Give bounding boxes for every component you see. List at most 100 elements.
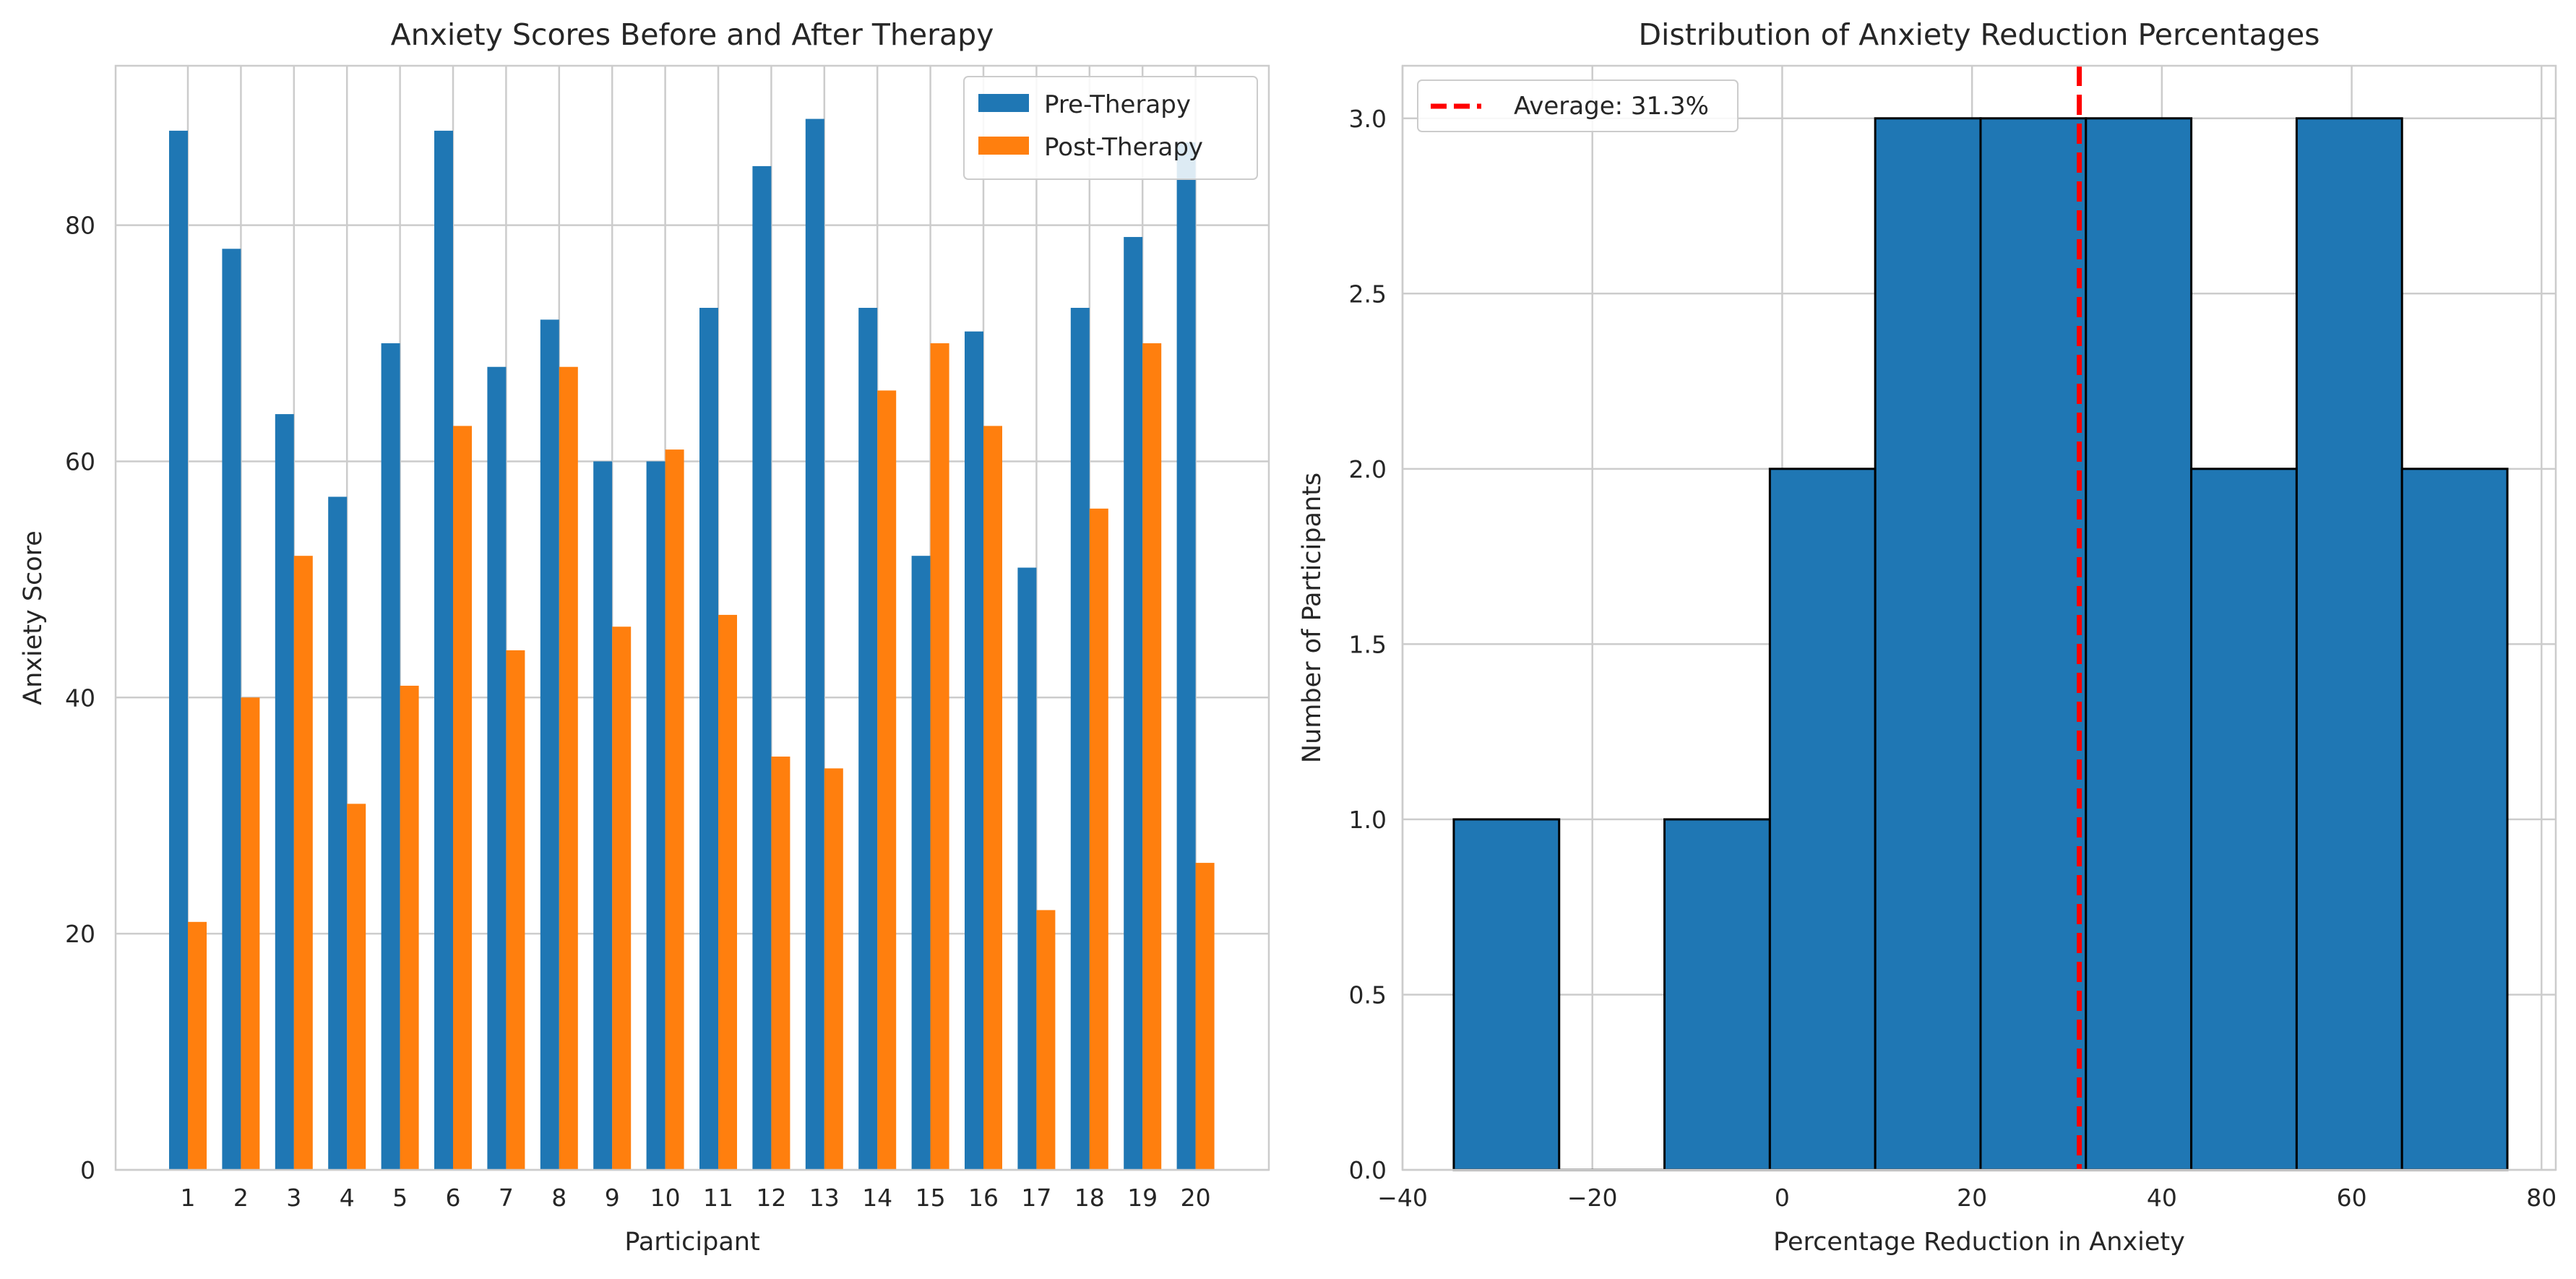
chart-title: Distribution of Anxiety Reduction Percen… (1638, 17, 2319, 52)
x-tick-label: 60 (2337, 1184, 2367, 1212)
y-tick-label: 0.5 (1349, 981, 1387, 1009)
histogram-bin-4 (1874, 117, 1982, 1171)
x-tick-label: 14 (862, 1184, 892, 1212)
plot-area-frame (1401, 64, 2557, 1171)
legend-swatch-post-therapy (978, 137, 1029, 155)
bar-post-6 (453, 426, 472, 1170)
y-axis-label: Number of Participants (1298, 473, 1327, 763)
x-tick-labels: 1 2 3 4 5 6 7 8 9 10 11 12 13 14 15 16 17 18 19 20 (181, 1184, 1211, 1212)
x-tick-label: −40 (1377, 1184, 1428, 1212)
bar-pre-5 (381, 343, 400, 1171)
bar-post-15 (930, 343, 949, 1171)
x-tick-label: 12 (756, 1184, 786, 1212)
bar-post-14 (877, 390, 897, 1170)
y-tick-label: 0 (80, 1156, 95, 1184)
x-tick-labels: −40 −20 0 20 40 60 80 (1377, 1184, 2556, 1212)
y-tick-label: 3.0 (1349, 105, 1387, 133)
x-axis-label: Percentage Reduction in Anxiety (1773, 1228, 2185, 1257)
y-tick-label: 20 (65, 920, 95, 948)
histogram-bin-2 (1663, 818, 1771, 1171)
bar-pre-11 (699, 308, 718, 1170)
x-tick-label: 15 (916, 1184, 946, 1212)
y-tick-label: 1.0 (1349, 806, 1387, 834)
histogram-bin-8 (2295, 117, 2403, 1171)
x-tick-label: 18 (1074, 1184, 1105, 1212)
x-tick-label: 10 (650, 1184, 681, 1212)
x-tick-label: 9 (605, 1184, 620, 1212)
bar-post-19 (1142, 343, 1162, 1171)
bar-pre-18 (1070, 308, 1090, 1170)
legend-label-average: Average: 31.3% (1514, 92, 1709, 121)
legend-label-pre-therapy: Pre-Therapy (1044, 90, 1191, 119)
histogram-bin-5 (1979, 117, 2088, 1171)
y-tick-label: 40 (65, 684, 95, 712)
y-tick-label: 1.5 (1349, 630, 1387, 658)
x-tick-label: 6 (446, 1184, 461, 1212)
bar-post-20 (1195, 863, 1215, 1170)
legend-swatch-pre-therapy (978, 94, 1029, 112)
x-tick-label: 5 (392, 1184, 408, 1212)
histogram-panel: −40 −20 0 20 40 60 80 0.0 0.5 1.0 1.5 2.0 2.5 3.0 Di… (1298, 17, 2556, 1257)
legend-box (963, 76, 1258, 180)
bar-post-10 (665, 449, 684, 1170)
y-tick-label: 80 (65, 212, 95, 240)
x-axis-label: Participant (624, 1228, 759, 1257)
bar-pre-16 (965, 331, 983, 1170)
x-tick-label: 1 (181, 1184, 196, 1212)
bar-pre-1 (169, 130, 188, 1171)
legend: Average: 31.3% (1417, 79, 1739, 132)
bar-post-18 (1089, 508, 1108, 1170)
bar-post-5 (400, 685, 419, 1170)
x-tick-label: 0 (1775, 1184, 1790, 1212)
x-tick-label: −20 (1567, 1184, 1618, 1212)
bar-pre-12 (752, 165, 772, 1171)
y-axis-label: Anxiety Score (19, 530, 48, 705)
bar-pre-14 (858, 308, 878, 1170)
bar-pre-6 (434, 130, 453, 1171)
plot-area-frame (114, 64, 1270, 1171)
x-tick-label: 11 (703, 1184, 733, 1212)
histogram-bin-9 (2400, 468, 2509, 1171)
bar-pre-8 (540, 319, 559, 1170)
bar-pre-13 (805, 119, 824, 1171)
bar-pre-17 (1017, 567, 1037, 1170)
x-tick-label: 3 (286, 1184, 301, 1212)
bar-post-1 (188, 921, 207, 1170)
x-tick-label: 20 (1957, 1184, 1987, 1212)
legend-box (1417, 79, 1739, 132)
x-tick-label: 16 (968, 1184, 999, 1212)
bar-pre-4 (328, 496, 348, 1170)
bar-pre-7 (487, 366, 507, 1170)
histogram-bin-3 (1768, 468, 1877, 1171)
x-tick-label: 80 (2526, 1184, 2556, 1212)
bar-pre-10 (646, 461, 665, 1170)
bar-pre-9 (593, 461, 613, 1170)
bar-post-17 (1036, 910, 1056, 1170)
y-tick-label: 2.5 (1349, 280, 1387, 308)
bar-post-2 (241, 697, 260, 1170)
y-tick-labels: 0 20 40 60 80 (65, 212, 95, 1184)
bar-post-12 (771, 757, 791, 1170)
bar-pre-2 (222, 249, 241, 1170)
x-tick-label: 4 (340, 1184, 355, 1212)
x-tick-label: 8 (551, 1184, 567, 1212)
y-tick-labels: 0.0 0.5 1.0 1.5 2.0 2.5 3.0 (1349, 105, 1387, 1184)
bar-post-11 (718, 614, 737, 1170)
bar-post-3 (293, 556, 313, 1170)
x-tick-label: 19 (1127, 1184, 1158, 1212)
bar-post-7 (506, 650, 525, 1170)
y-tick-label: 0.0 (1349, 1156, 1387, 1184)
x-tick-label: 40 (2147, 1184, 2177, 1212)
bar-post-16 (983, 426, 1002, 1170)
histogram-bin-0 (1452, 818, 1561, 1171)
bar-pre-19 (1124, 236, 1143, 1171)
x-tick-label: 17 (1021, 1184, 1051, 1212)
bars (169, 119, 1215, 1171)
x-tick-label: 7 (499, 1184, 514, 1212)
bar-post-13 (824, 768, 843, 1170)
bar-pre-20 (1176, 142, 1196, 1170)
histogram-bin-6 (2085, 117, 2193, 1171)
bar-post-8 (559, 366, 578, 1170)
legend-label-post-therapy: Post-Therapy (1044, 133, 1203, 162)
